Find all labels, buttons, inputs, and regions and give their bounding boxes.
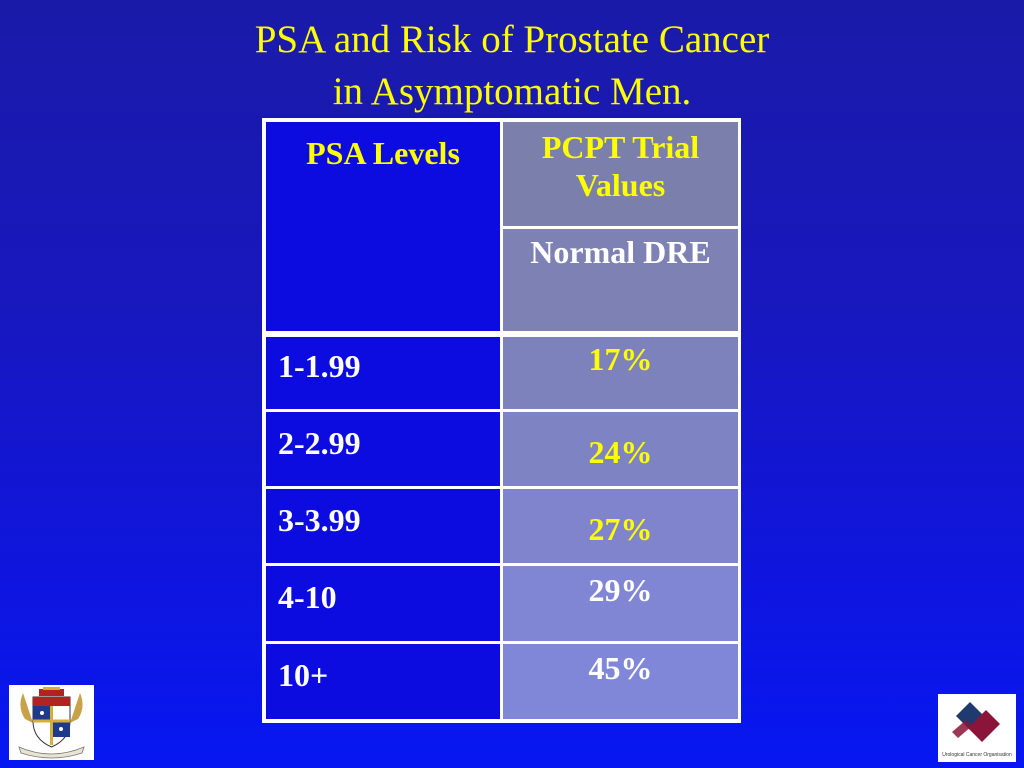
row-value-label: 24% <box>588 434 653 470</box>
row-value-label: 17% <box>588 341 653 377</box>
slide-title: PSA and Risk of Prostate Cancer in Asymp… <box>0 14 1024 118</box>
row-value-label: 27% <box>588 511 653 547</box>
psa-risk-table: PSA Levels PCPT Trial Values Normal DRE … <box>262 118 741 723</box>
table-row-2-value: 24% <box>503 412 738 486</box>
header-pcpt-trial-values: PCPT Trial Values <box>503 122 738 226</box>
table-row-1-level: 1-1.99 <box>266 337 500 409</box>
header-psa-levels: PSA Levels <box>266 122 500 331</box>
title-line-2: in Asymptomatic Men. <box>332 70 692 113</box>
table-row-5-level: 10+ <box>266 644 500 719</box>
row-value-label: 29% <box>588 572 653 608</box>
row-value-label: 45% <box>588 650 653 686</box>
organisation-emblem-icon <box>952 702 1000 742</box>
table-row-4-value: 29% <box>503 566 738 641</box>
table-row-3-level: 3-3.99 <box>266 489 500 563</box>
organisation-caption: Urological Cancer Organisation <box>942 752 1012 758</box>
row-level-label: 3-3.99 <box>278 502 361 538</box>
table-row-2-level: 2-2.99 <box>266 412 500 486</box>
table-row-3-value: 27% <box>503 489 738 563</box>
row-level-label: 2-2.99 <box>278 425 361 461</box>
table-row-5-value: 45% <box>503 644 738 719</box>
row-level-label: 1-1.99 <box>278 348 361 384</box>
crest-icon <box>18 687 85 759</box>
subheader-normal-dre-label: Normal DRE <box>530 234 711 270</box>
organisation-logo: Urological Cancer Organisation <box>938 694 1016 762</box>
table-row-4-level: 4-10 <box>266 566 500 641</box>
coat-of-arms-logo <box>9 685 94 760</box>
table-row-1-value: 17% <box>503 337 738 409</box>
row-level-label: 10+ <box>278 657 329 693</box>
header-psa-levels-label: PSA Levels <box>306 135 460 171</box>
row-level-label: 4-10 <box>278 579 337 615</box>
header-pcpt-label: PCPT Trial Values <box>541 129 700 203</box>
title-line-1: PSA and Risk of Prostate Cancer <box>254 18 770 61</box>
subheader-normal-dre: Normal DRE <box>503 229 738 331</box>
